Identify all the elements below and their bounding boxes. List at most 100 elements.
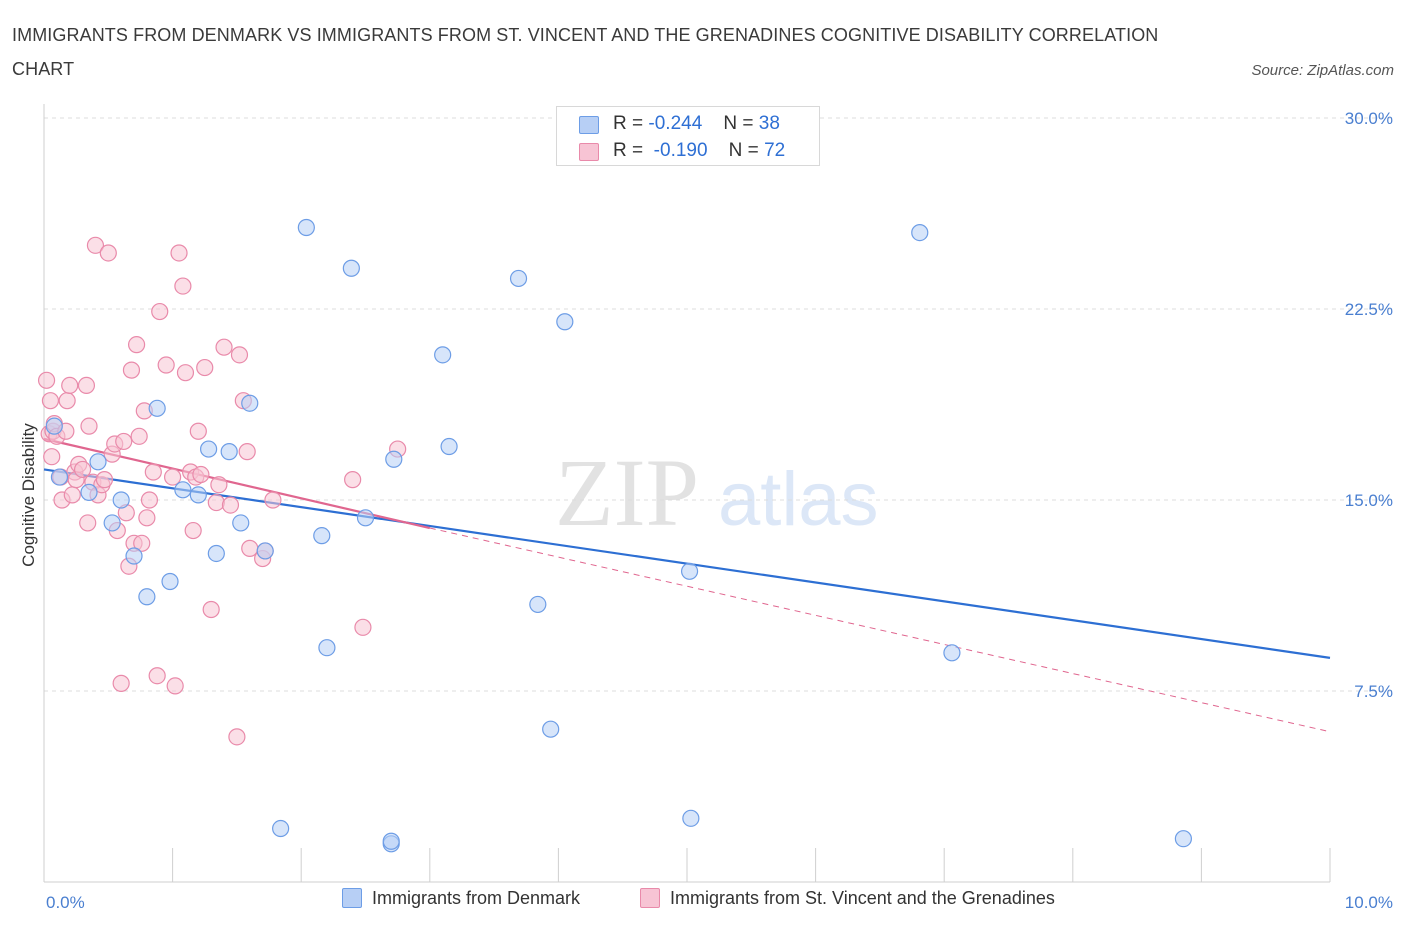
legend-n-label: N = (723, 113, 754, 134)
legend-r-value: -0.190 (653, 140, 708, 161)
point-stvincent (170, 244, 188, 262)
point-stvincent (264, 491, 282, 509)
point-denmark (297, 218, 315, 237)
point-denmark (200, 440, 218, 458)
point-denmark (89, 453, 107, 471)
point-stvincent (58, 392, 76, 410)
legend-n-value: 38 (758, 113, 780, 134)
point-stvincent (130, 427, 148, 445)
point-denmark (529, 595, 547, 614)
point-stvincent (202, 600, 220, 619)
point-stvincent (112, 674, 130, 692)
point-stvincent (80, 417, 98, 435)
trend-line-stvincent (429, 527, 1331, 733)
y-tick-label: 30.0% (1345, 109, 1393, 128)
point-denmark (509, 269, 528, 288)
point-denmark (911, 224, 929, 242)
point-denmark (161, 572, 179, 591)
point-denmark (241, 394, 259, 412)
point-stvincent (122, 361, 141, 379)
x-tick-label: 0.0% (46, 893, 85, 912)
point-denmark (313, 527, 331, 545)
point-denmark (556, 313, 574, 331)
point-denmark (45, 417, 63, 435)
legend-n-label: N = (728, 140, 759, 161)
point-stvincent (133, 534, 151, 552)
correlation-legend: R = -0.244 N = 38 R = -0.190 N = 72 (556, 106, 820, 166)
point-stvincent (164, 468, 182, 486)
point-stvincent (79, 514, 97, 532)
point-denmark (232, 514, 250, 532)
legend-swatch-stvincent (579, 143, 599, 161)
bottom-legend-swatch-stvincent (640, 888, 660, 908)
point-denmark (440, 437, 458, 456)
point-stvincent (196, 358, 214, 377)
point-stvincent (148, 667, 166, 685)
point-denmark (542, 720, 560, 738)
point-stvincent (63, 486, 81, 504)
point-denmark (50, 468, 69, 486)
point-stvincent (184, 521, 202, 540)
point-stvincent (157, 356, 175, 374)
point-denmark (125, 547, 143, 565)
point-denmark (382, 832, 400, 850)
point-denmark (256, 542, 274, 560)
point-stvincent (215, 338, 233, 356)
point-stvincent (344, 471, 362, 489)
point-stvincent (238, 443, 256, 461)
point-denmark (103, 514, 121, 532)
point-stvincent (61, 376, 79, 394)
point-denmark (189, 486, 207, 504)
point-denmark (272, 819, 290, 838)
point-denmark (680, 562, 699, 580)
point-stvincent (95, 471, 114, 489)
point-denmark (356, 509, 375, 527)
point-stvincent (189, 422, 207, 440)
data-points (37, 218, 1192, 853)
y-axis-label: Cognitive Disability (19, 423, 38, 567)
point-denmark (80, 483, 98, 501)
point-stvincent (192, 465, 210, 484)
legend-r-label: R = (613, 113, 644, 134)
point-stvincent (77, 376, 96, 394)
bottom-legend-label-denmark: Immigrants from Denmark (372, 888, 581, 908)
bottom-legend-denmark: Immigrants from Denmark (342, 888, 580, 916)
legend-r-label: R = (613, 140, 644, 161)
point-denmark (112, 491, 130, 509)
watermark-zip: ZIP (555, 439, 699, 546)
point-denmark (434, 346, 452, 364)
point-stvincent (43, 448, 61, 466)
point-stvincent (228, 728, 246, 746)
legend-r-value: -0.244 (648, 113, 703, 134)
y-tick-label: 15.0% (1345, 491, 1393, 510)
tick-labels: 7.5% 15.0% 22.5% 30.0% 0.0% 10.0% (46, 109, 1393, 912)
point-stvincent (151, 302, 169, 321)
point-stvincent (207, 493, 225, 512)
watermark: ZIP atlas (555, 439, 879, 546)
point-denmark (148, 399, 166, 417)
point-denmark (220, 443, 238, 461)
x-tick-label: 10.0% (1345, 893, 1393, 912)
point-stvincent (127, 336, 146, 354)
point-stvincent (86, 236, 105, 254)
bottom-legend-stvincent: Immigrants from St. Vincent and the Gren… (640, 888, 1055, 916)
point-denmark (385, 450, 403, 468)
point-stvincent (41, 392, 60, 410)
y-tick-label: 7.5% (1354, 682, 1393, 701)
y-tick-label: 22.5% (1345, 300, 1393, 319)
source-label: Source: ZipAtlas.com (1251, 62, 1394, 79)
point-denmark (682, 809, 700, 827)
point-stvincent (174, 277, 192, 295)
point-stvincent (144, 463, 162, 481)
point-denmark (943, 644, 961, 662)
point-denmark (138, 588, 156, 606)
chart-title: IMMIGRANTS FROM DENMARK VS IMMIGRANTS FR… (12, 25, 1159, 79)
point-stvincent (354, 618, 372, 636)
point-stvincent (176, 364, 195, 382)
legend-n-value: 72 (764, 140, 786, 161)
point-stvincent (221, 496, 240, 514)
axes (43, 104, 1331, 883)
point-stvincent (99, 244, 117, 262)
point-stvincent (37, 371, 56, 389)
point-denmark (174, 481, 192, 499)
